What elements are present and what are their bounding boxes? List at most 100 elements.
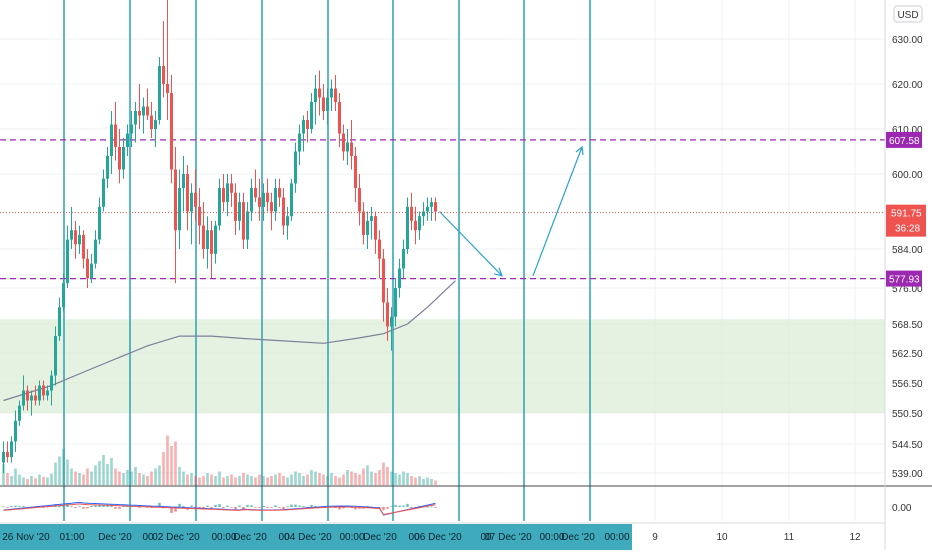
time-tick-label: 10 [716,532,728,543]
candle-body [210,230,213,254]
volume-bar [118,471,121,485]
macd-hist-bar [258,507,261,508]
volume-bar [422,479,425,485]
candle-body [326,97,329,111]
price-tick-label: 544.50 [892,440,923,451]
time-tick-label: Dec '20 [233,532,267,543]
candle-body [46,390,49,396]
volume-bar [66,459,69,485]
volume-bar [70,468,73,485]
candle-body [322,97,325,111]
candle-body [226,183,229,203]
volume-bar [334,476,337,485]
macd-hist-bar [90,505,93,507]
candle-body [126,133,129,147]
candle-body [118,147,121,170]
projection-arrows [439,145,584,277]
volume-bar [398,474,401,485]
candle-body [258,197,261,207]
macd-hist-bar [394,504,397,507]
candle-body [22,390,25,406]
macd-hist-bar [114,507,117,509]
horizontal-levels [0,139,885,280]
level-price-label: 577.93 [889,275,920,286]
candle-body [86,258,89,279]
candle-body [106,156,109,179]
volume-bar [358,474,361,485]
arrowhead-down [493,267,503,277]
macd-hist-bar [270,507,273,508]
price-tick-label: 610.00 [892,125,923,136]
macd-hist-bar [118,507,121,509]
candle-body [282,197,285,226]
candle-body [222,188,225,203]
macd-hist-bar [230,507,233,508]
volume-bar [98,461,101,485]
candle-body [218,188,221,226]
macd-hist-bar [210,507,213,509]
macd-hist-bar [298,505,301,507]
volume-bar [406,473,409,485]
volume-bar [30,476,33,485]
volume-bar [114,468,117,485]
candle-body [146,106,149,116]
currency-badge[interactable] [893,5,923,23]
candle-body [338,102,341,134]
countdown-label: 36:28 [895,224,920,235]
candle-body [66,239,69,284]
candle-body [194,192,197,207]
macd-hist-bar [222,507,225,509]
candle-body [422,211,425,217]
price-tick-label: 584.00 [892,245,923,256]
volume-bar [38,474,41,485]
time-tick-label: 00 [480,532,492,543]
volume-bar [338,477,341,485]
macd-hist-bar [410,507,413,509]
volume-bar [178,467,181,485]
candle-body [294,151,297,184]
candle-body [306,120,309,129]
time-tick-label: 00 [278,532,290,543]
macd-hist-bar [430,506,433,508]
candle-body [10,441,13,458]
volume-bar [190,473,193,485]
candle-body [270,202,273,212]
volume-bar [434,480,437,485]
candle-body [254,188,257,198]
macd-hist-bar [106,505,109,507]
macd-hist-bar [94,505,97,507]
time-tick-label: 00 [142,532,154,543]
macd-hist-bar [382,507,385,511]
candle-body [34,395,37,401]
candle-body [122,147,125,170]
volume-bar [254,477,257,485]
macd-hist-bar [146,507,149,508]
volume-bar [42,476,45,485]
time-tick-label: 00:00 [539,532,564,543]
candle-body [174,169,177,231]
volume-bar [246,474,249,485]
volume-bar [294,471,297,485]
level-price-tag [886,270,922,287]
macd-hist-bar [98,504,101,507]
candle-body [170,93,173,170]
volume-bar [318,473,321,485]
macd-hist-bar [150,507,153,509]
time-tick-label: 01:00 [59,532,84,543]
level-price-label: 607.58 [889,136,920,147]
projection-down [439,211,503,277]
macd-hist-bar [82,507,85,509]
price-tick-label: 539.00 [892,469,923,480]
candle-body [290,183,293,217]
volume-bar [102,455,105,485]
macd-hist-bar [214,504,217,507]
time-tick-label: 00:00 [211,532,236,543]
candle-body [278,188,281,198]
candle-body [158,66,161,120]
macd-hist-bar [266,507,269,508]
candle-body [414,220,417,231]
current-price-label: 591.75 [891,209,922,220]
candle-body [166,84,169,93]
volume-bar [18,474,21,485]
